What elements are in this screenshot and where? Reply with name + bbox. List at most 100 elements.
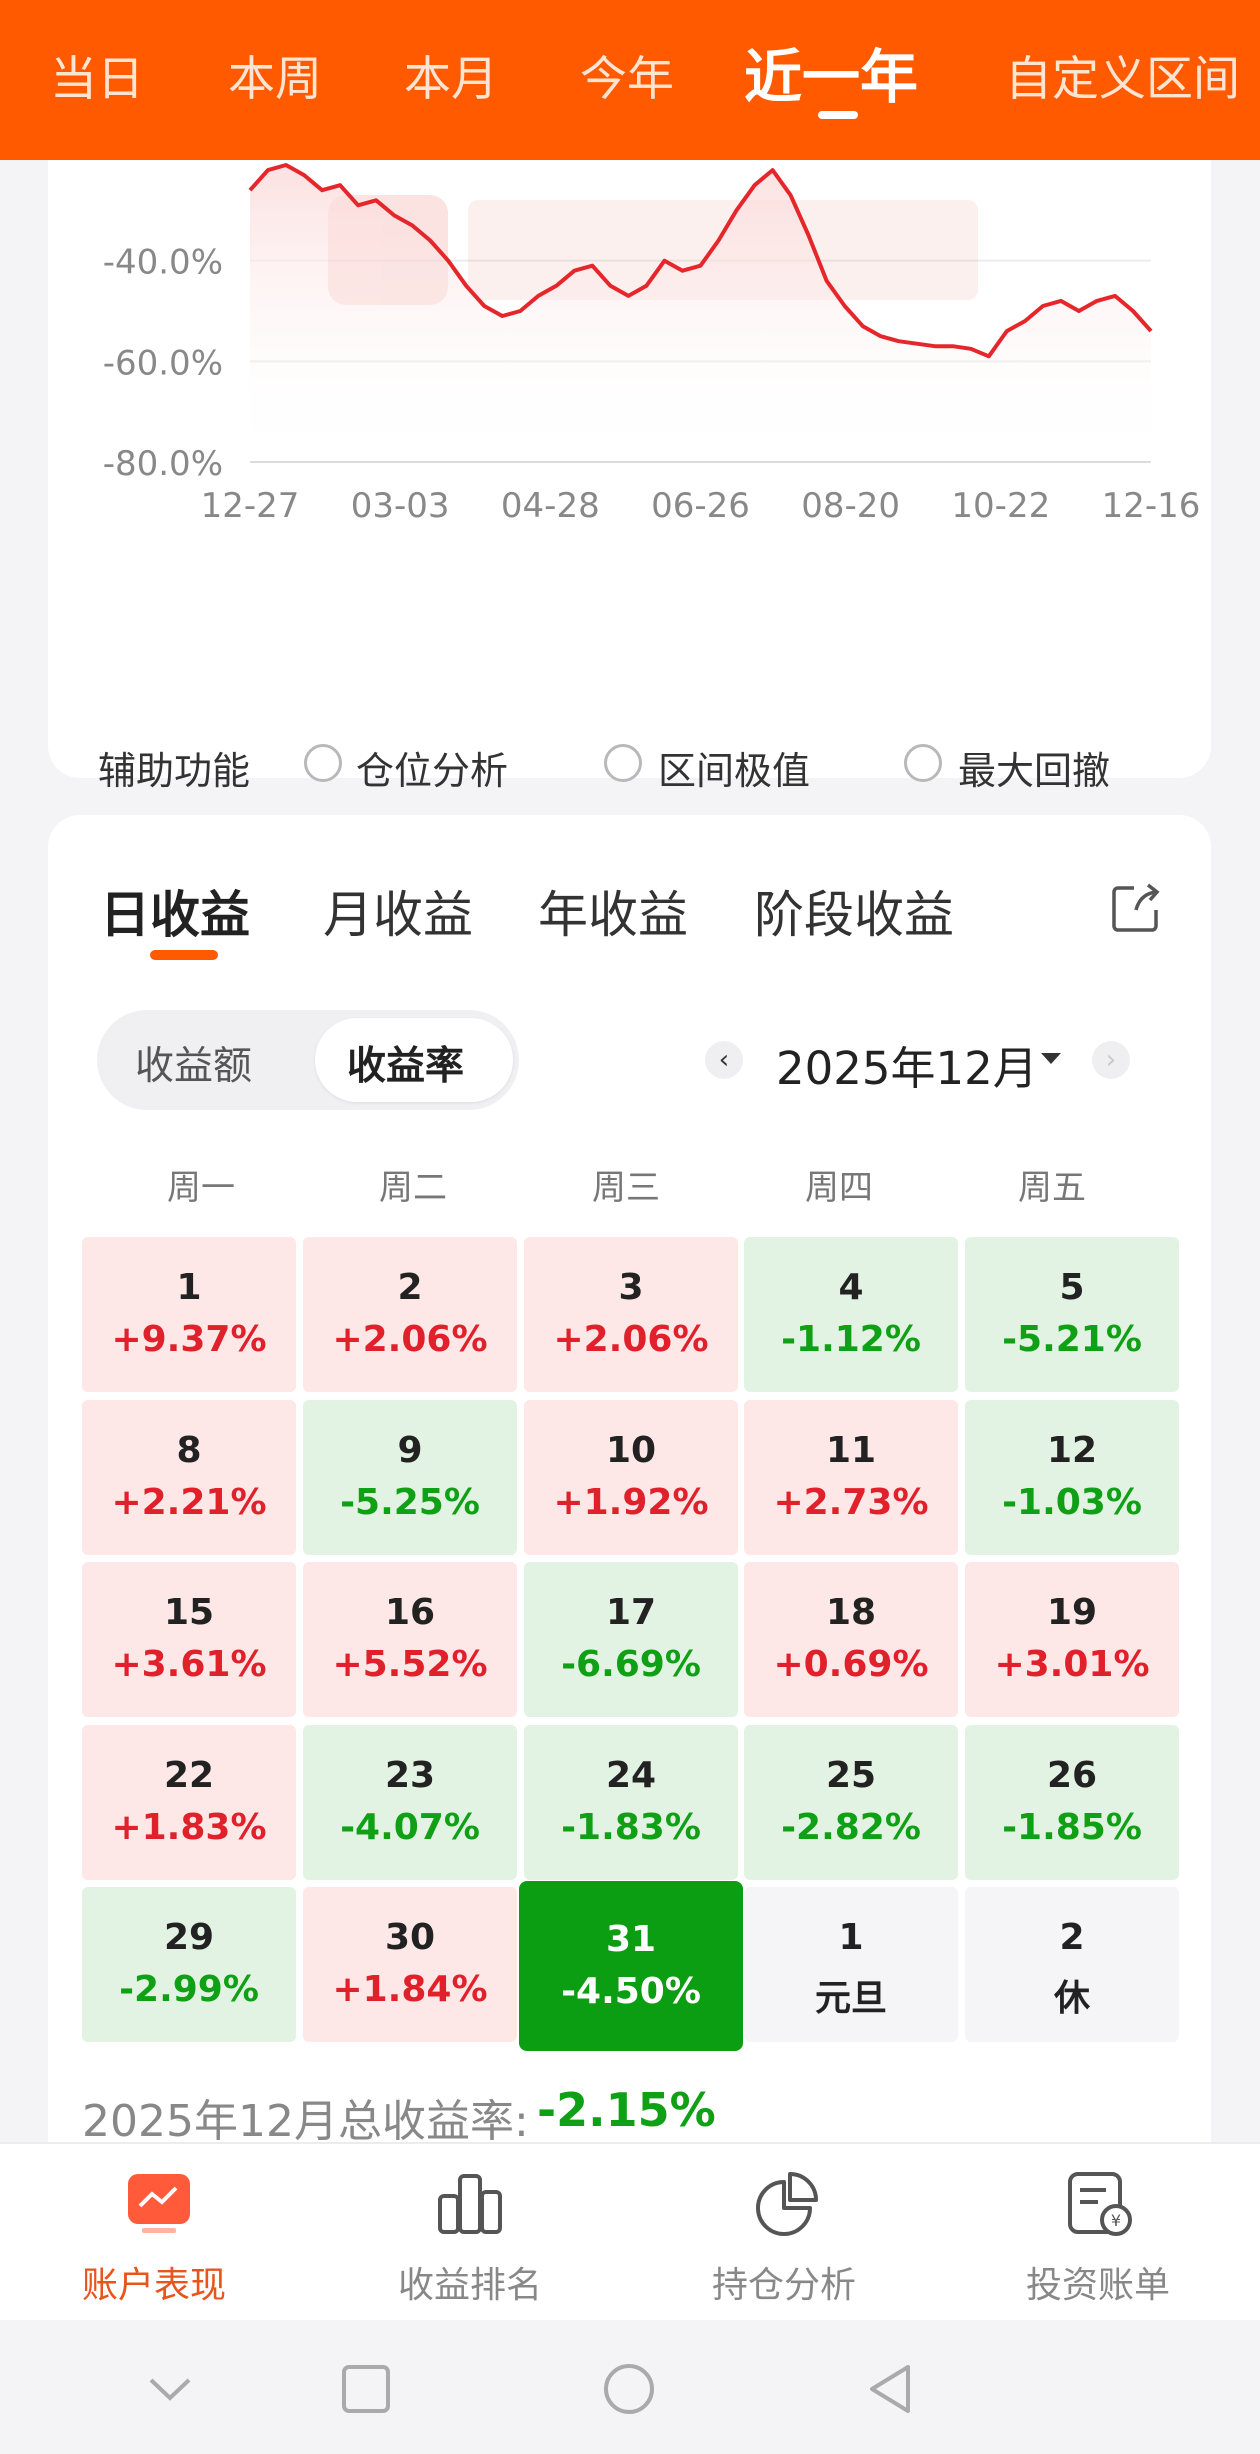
- aux-label: 辅助功能: [98, 749, 251, 793]
- tab-period-return[interactable]: 阶段收益: [754, 886, 954, 944]
- next-month-button[interactable]: ›: [1092, 1041, 1130, 1079]
- ranking-bar-icon[interactable]: [436, 2168, 506, 2238]
- day-number: 1: [838, 1917, 864, 1958]
- calendar-day-cell[interactable]: 12 -1.03%: [965, 1400, 1179, 1555]
- calendar-day-cell[interactable]: 22 +1.83%: [82, 1725, 296, 1880]
- day-return-value: -4.07%: [340, 1807, 480, 1848]
- calendar-day-cell[interactable]: 29 -2.99%: [82, 1887, 296, 2042]
- day-return-value: +0.69%: [773, 1644, 929, 1685]
- day-return-value: +2.06%: [332, 1319, 488, 1360]
- weekday-wed: 周三: [592, 1168, 660, 1208]
- back-icon[interactable]: [864, 2362, 918, 2416]
- day-number: 19: [1046, 1592, 1098, 1633]
- radio-position-analysis[interactable]: [304, 744, 342, 782]
- day-return-value: -1.83%: [561, 1807, 701, 1848]
- day-number: 2: [1059, 1917, 1085, 1958]
- day-number: 22: [163, 1755, 215, 1796]
- active-tab-indicator: [818, 111, 858, 119]
- calendar-day-cell[interactable]: 25 -2.82%: [744, 1725, 958, 1880]
- calendar-day-cell[interactable]: 16 +5.52%: [303, 1562, 517, 1717]
- home-icon[interactable]: [602, 2362, 656, 2416]
- month-total-value: -2.15%: [537, 2083, 716, 2137]
- day-return-value: +3.01%: [994, 1644, 1150, 1685]
- chevron-down-icon[interactable]: [143, 2362, 197, 2416]
- calendar-day-cell[interactable]: 2 +2.06%: [303, 1237, 517, 1392]
- weekday-mon: 周一: [167, 1168, 235, 1208]
- x-tick-label: 12-27: [201, 486, 300, 526]
- day-return-value: +2.73%: [773, 1482, 929, 1523]
- day-return-value: +3.61%: [111, 1644, 267, 1685]
- recent-apps-icon[interactable]: [339, 2362, 393, 2416]
- range-tab-1y[interactable]: 近一年: [744, 43, 919, 111]
- calendar-day-cell[interactable]: 31 -4.50%: [519, 1881, 743, 2051]
- nav-investment-bill[interactable]: 投资账单: [1025, 2265, 1170, 2306]
- caret-down-icon[interactable]: [1041, 1053, 1061, 1064]
- weekday-thu: 周四: [805, 1168, 873, 1208]
- day-number: 31: [605, 1919, 657, 1960]
- calendar-day-cell[interactable]: 30 +1.84%: [303, 1887, 517, 2042]
- bill-icon[interactable]: ¥: [1064, 2168, 1134, 2238]
- day-number: 25: [825, 1755, 877, 1796]
- radio-range-extremes[interactable]: [604, 744, 642, 782]
- chart-area-fill: [250, 165, 1151, 462]
- aux-option-position[interactable]: 仓位分析: [356, 749, 509, 793]
- day-return-value: -2.99%: [119, 1969, 259, 2010]
- calendar-day-cell[interactable]: 1 +9.37%: [82, 1237, 296, 1392]
- day-number: 4: [838, 1267, 864, 1308]
- aux-option-extremes[interactable]: 区间极值: [658, 749, 811, 793]
- radio-max-drawdown[interactable]: [904, 744, 942, 782]
- tab-yearly-return[interactable]: 年收益: [538, 886, 688, 944]
- nav-account-performance[interactable]: 账户表现: [81, 2265, 226, 2306]
- day-number: 10: [605, 1430, 657, 1471]
- return-line-chart[interactable]: -40.0% -60.0% -80.0% 12-27 03-03 04-28 06-26 0…: [48, 160, 1211, 778]
- calendar-day-cell[interactable]: 8 +2.21%: [82, 1400, 296, 1555]
- range-tab-today[interactable]: 当日: [50, 52, 144, 107]
- nav-ranking[interactable]: 收益排名: [397, 2265, 542, 2306]
- day-number: 9: [397, 1430, 423, 1471]
- range-tab-ytd[interactable]: 今年: [580, 52, 674, 107]
- day-number: 3: [618, 1267, 644, 1308]
- weekday-tue: 周二: [379, 1168, 447, 1208]
- day-number: 1: [176, 1267, 202, 1308]
- tab-daily-return[interactable]: 日收益: [100, 886, 250, 944]
- pie-chart-icon[interactable]: [752, 2168, 822, 2238]
- prev-month-button[interactable]: ‹: [705, 1041, 743, 1079]
- day-number: 17: [605, 1592, 657, 1633]
- calendar-day-cell[interactable]: 4 -1.12%: [744, 1237, 958, 1392]
- calendar-day-cell[interactable]: 23 -4.07%: [303, 1725, 517, 1880]
- calendar-day-cell[interactable]: 24 -1.83%: [524, 1725, 738, 1880]
- x-tick-label: 08-20: [801, 486, 900, 526]
- calendar-day-cell[interactable]: 1 元旦: [744, 1887, 958, 2042]
- calendar-day-cell[interactable]: 3 +2.06%: [524, 1237, 738, 1392]
- calendar-day-cell[interactable]: 9 -5.25%: [303, 1400, 517, 1555]
- nav-holdings[interactable]: 持仓分析: [711, 2265, 856, 2306]
- calendar-day-cell[interactable]: 15 +3.61%: [82, 1562, 296, 1717]
- calendar-day-cell[interactable]: 18 +0.69%: [744, 1562, 958, 1717]
- svg-text:¥: ¥: [1111, 2211, 1121, 2230]
- calendar-day-cell[interactable]: 11 +2.73%: [744, 1400, 958, 1555]
- bottom-navigation: [0, 2142, 1260, 2320]
- day-return-value: +9.37%: [111, 1319, 267, 1360]
- share-icon[interactable]: [1108, 880, 1164, 936]
- toggle-selected-pill: [315, 1018, 513, 1102]
- calendar-day-cell[interactable]: 19 +3.01%: [965, 1562, 1179, 1717]
- account-performance-icon[interactable]: [124, 2168, 194, 2238]
- day-return-value: -6.69%: [561, 1644, 701, 1685]
- range-tab-month[interactable]: 本月: [404, 52, 498, 107]
- calendar-day-cell[interactable]: 10 +1.92%: [524, 1400, 738, 1555]
- day-return-value: +2.21%: [111, 1482, 267, 1523]
- aux-option-drawdown[interactable]: 最大回撤: [958, 749, 1111, 793]
- day-return-value: +5.52%: [332, 1644, 488, 1685]
- tab-monthly-return[interactable]: 月收益: [323, 886, 473, 944]
- calendar-day-cell[interactable]: 17 -6.69%: [524, 1562, 738, 1717]
- range-tab-week[interactable]: 本周: [228, 52, 322, 107]
- day-return-value: -1.85%: [1002, 1807, 1142, 1848]
- calendar-day-cell[interactable]: 26 -1.85%: [965, 1725, 1179, 1880]
- toggle-amount[interactable]: 收益额: [135, 1044, 253, 1089]
- performance-chart-card: -40.0% -60.0% -80.0% 12-27 03-03 04-28 06-26 0…: [48, 160, 1211, 898]
- calendar-day-cell[interactable]: 5 -5.21%: [965, 1237, 1179, 1392]
- range-tab-custom[interactable]: 自定义区间: [1005, 52, 1240, 107]
- toggle-rate[interactable]: 收益率: [347, 1044, 465, 1089]
- month-selector[interactable]: 2025年12月: [776, 1042, 1038, 1095]
